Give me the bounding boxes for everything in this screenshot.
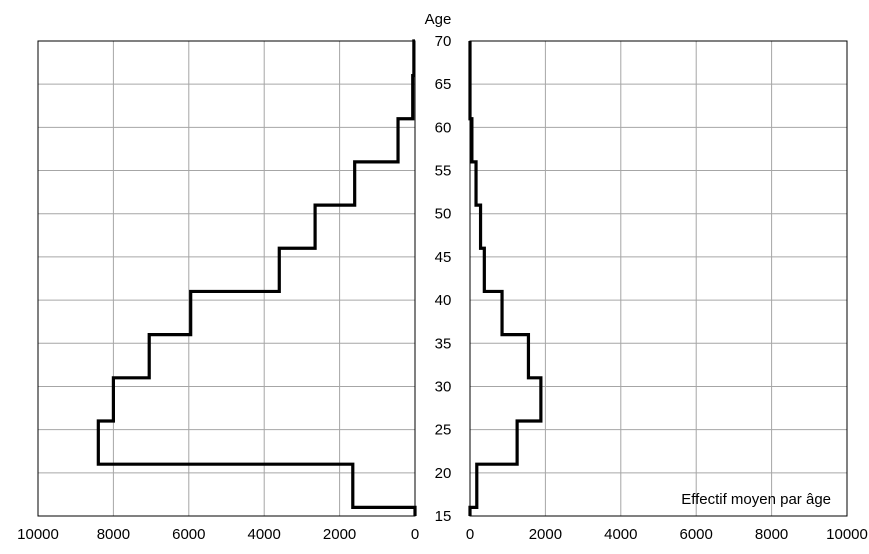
right-series-0-step-line bbox=[468, 41, 543, 516]
left-x-tick-label: 2000 bbox=[323, 526, 356, 543]
age-axis: 15 20 25 30 35 40 45 50 55 60 65 70 bbox=[435, 33, 452, 525]
age-tick-label: 35 bbox=[435, 335, 452, 352]
right-x-tick-label: 4000 bbox=[604, 526, 637, 543]
age-axis-title: Age bbox=[425, 11, 452, 28]
left-x-tick-label: 8000 bbox=[97, 526, 130, 543]
right-panel: 0 2000 4000 6000 8000 10000 bbox=[466, 40, 868, 543]
age-tick-label: 50 bbox=[435, 206, 452, 223]
left-panel: 10000 8000 6000 4000 2000 0 bbox=[17, 39, 419, 543]
left-x-tick-label: 4000 bbox=[248, 526, 281, 543]
age-tick-label: 20 bbox=[435, 465, 452, 482]
age-tick-label: 15 bbox=[435, 508, 452, 525]
age-tick-label: 60 bbox=[435, 119, 452, 136]
age-tick-label: 30 bbox=[435, 378, 452, 395]
right-x-tick-label: 2000 bbox=[529, 526, 562, 543]
chart-annotation: Effectif moyen par âge bbox=[681, 491, 831, 508]
age-tick-label: 45 bbox=[435, 249, 452, 266]
left-x-tick-label: 0 bbox=[411, 526, 419, 543]
age-tick-label: 55 bbox=[435, 163, 452, 180]
age-tick-label: 65 bbox=[435, 76, 452, 93]
age-tick-label: 70 bbox=[435, 33, 452, 50]
left-x-tick-label: 6000 bbox=[172, 526, 205, 543]
left-plot-frame bbox=[37, 40, 416, 517]
right-x-tick-label: 8000 bbox=[755, 526, 788, 543]
right-x-tick-label: 10000 bbox=[826, 526, 868, 543]
right-x-tick-label: 6000 bbox=[680, 526, 713, 543]
age-tick-label: 25 bbox=[435, 422, 452, 439]
left-series-0-step-line bbox=[96, 39, 417, 516]
right-plot-frame bbox=[469, 40, 848, 517]
right-x-tick-label: 0 bbox=[466, 526, 474, 543]
age-tick-label: 40 bbox=[435, 292, 452, 309]
left-x-tick-label: 10000 bbox=[17, 526, 59, 543]
